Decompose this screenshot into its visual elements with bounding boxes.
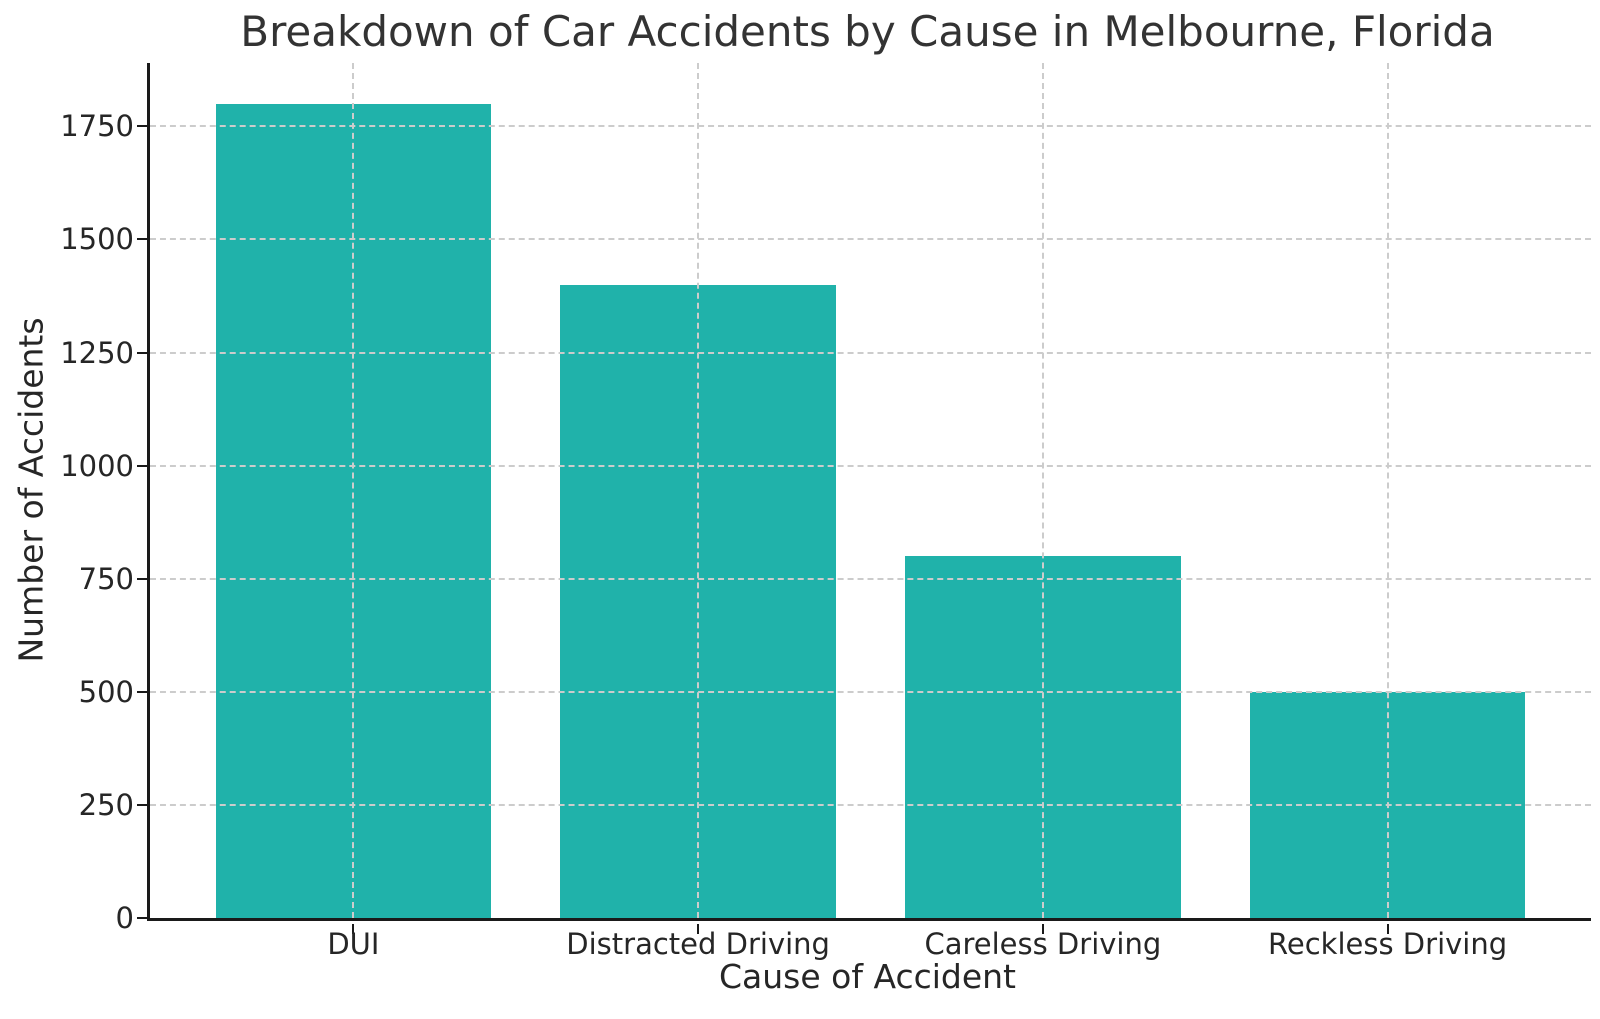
y-tick-label: 0 bbox=[115, 901, 134, 935]
x-tick-label: Distracted Driving bbox=[566, 927, 830, 961]
y-gridline bbox=[150, 238, 1591, 241]
y-tick-mark bbox=[137, 125, 147, 128]
x-tick-mark bbox=[1386, 924, 1389, 934]
y-tick-label: 1250 bbox=[60, 335, 134, 370]
x-tick-mark bbox=[1041, 924, 1044, 934]
y-tick-label: 500 bbox=[78, 674, 134, 709]
x-axis-label: Cause of Accident bbox=[718, 957, 1017, 996]
plot-area: 0 250 500 750 1000 1250 1500 1750 DUI Distracted … bbox=[60, 63, 1591, 961]
y-axis-label: Number of Accidents bbox=[11, 317, 51, 663]
y-gridline bbox=[150, 577, 1591, 580]
y-tick-label: 250 bbox=[78, 787, 134, 822]
x-tick-label: Reckless Driving bbox=[1268, 927, 1508, 961]
x-tick-mark bbox=[352, 924, 355, 934]
y-tick-mark bbox=[137, 351, 147, 354]
y-tick-mark bbox=[137, 803, 147, 806]
y-tick-label: 1750 bbox=[60, 109, 134, 144]
y-tick-mark bbox=[137, 577, 147, 580]
x-tick-label: Careless Driving bbox=[924, 927, 1162, 961]
y-gridline bbox=[150, 803, 1591, 806]
x-tick-label: DUI bbox=[327, 927, 380, 961]
x-gridline bbox=[697, 63, 700, 918]
x-gridline bbox=[1041, 63, 1044, 918]
y-gridline bbox=[150, 351, 1591, 354]
y-tick-label: 1000 bbox=[60, 448, 134, 483]
x-gridline bbox=[1386, 63, 1389, 918]
y-tick-label: 750 bbox=[78, 561, 134, 596]
y-gridline bbox=[150, 690, 1591, 693]
x-tick-mark bbox=[697, 924, 700, 934]
y-tick-mark bbox=[137, 917, 147, 919]
y-tick-label: 1500 bbox=[60, 222, 134, 257]
y-gridline bbox=[150, 125, 1591, 128]
chart-title: Breakdown of Car Accidents by Cause in M… bbox=[240, 7, 1495, 56]
y-tick-mark bbox=[137, 238, 147, 241]
x-gridline bbox=[352, 63, 355, 918]
y-tick-mark bbox=[137, 690, 147, 693]
y-tick-mark bbox=[137, 464, 147, 467]
y-gridline bbox=[150, 464, 1591, 467]
